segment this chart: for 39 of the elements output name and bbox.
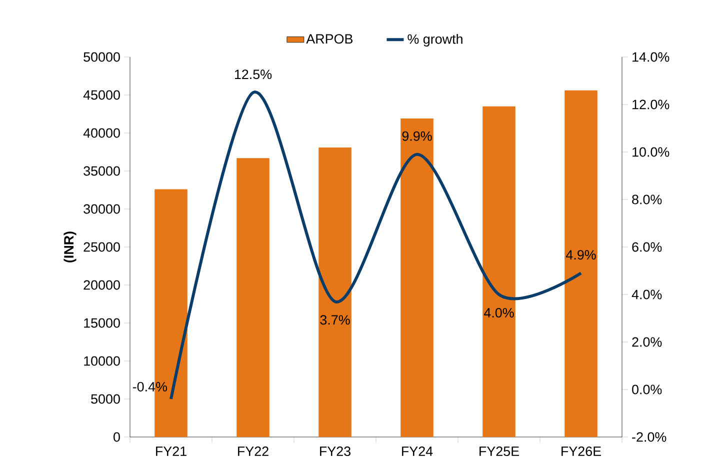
y-tick-label: 45000 [83,90,120,100]
y-tick-label: 40000 [83,128,120,138]
bar [236,158,270,437]
y-tick-label: 50000 [84,52,120,62]
x-tick-label: FY24 [402,446,433,456]
y2-tick-label: 12.0% [632,100,670,110]
y2-tick-label: 6.0% [632,242,662,252]
x-tick-label: FY23 [320,446,350,456]
data-label: 9.9% [402,131,432,141]
y-tick-label: 10000 [84,356,120,366]
data-label: 3.7% [320,315,350,325]
y2-tick-label: 8.0% [632,194,662,204]
bar [564,90,598,437]
y-tick-label: 0 [114,432,120,442]
y2-tick-label: 0.0% [632,384,662,394]
bar [400,118,434,437]
y-tick-label: 5000 [91,394,120,404]
y2-tick-label: -2.0% [632,432,666,442]
y-tick-label: 20000 [84,280,120,290]
x-tick-label: FY25E [480,446,519,456]
y2-tick-label: 10.0% [632,147,670,157]
bar [482,106,516,437]
data-label: 4.9% [566,250,596,260]
legend-label: % growth [408,34,462,47]
x-tick-label: FY21 [156,446,186,456]
y2-tick-label: 14.0% [632,52,670,62]
y-tick-label: 30000 [84,204,120,214]
y-axis-title: (INR) [64,232,76,262]
x-tick-label: FY22 [238,446,268,456]
data-label: 12.5% [234,70,272,80]
y-tick-label: 35000 [84,166,120,176]
bar [318,147,352,437]
y2-tick-label: 2.0% [632,337,662,347]
x-tick-label: FY26E [562,446,601,456]
y-tick-label: 25000 [84,242,120,252]
data-label: 4.0% [484,308,514,318]
legend-label: ARPOB [306,34,353,44]
y-tick-label: 15000 [84,318,120,328]
y2-tick-label: 4.0% [632,290,662,300]
